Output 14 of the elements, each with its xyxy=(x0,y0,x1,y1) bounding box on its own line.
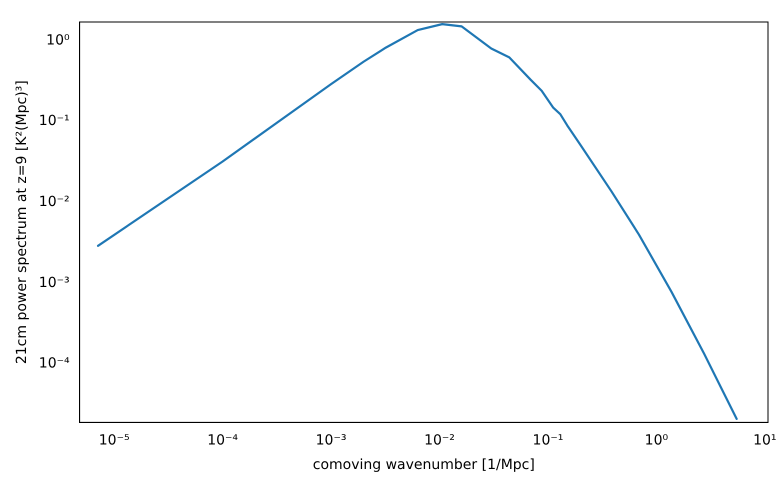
x-tick-label: 10⁻⁵ xyxy=(98,432,130,448)
x-tick-label: 10¹ xyxy=(753,432,777,448)
y-tick-label: 10⁻² xyxy=(38,194,70,210)
y-tick-label: 10⁻³ xyxy=(38,274,70,291)
x-tick-label: 10⁻¹ xyxy=(532,432,564,448)
x-axis-title: comoving wavenumber [1/Mpc] xyxy=(312,457,535,474)
y-axis-title: 21cm power spectrum at z=9 [K²(Mpc)³] xyxy=(14,80,30,364)
x-tick-label: 10⁻³ xyxy=(316,432,346,448)
y-tick-label: 10⁻⁴ xyxy=(38,356,70,372)
x-tick-label: 10⁻⁴ xyxy=(207,432,238,448)
x-tick-label: 10⁻² xyxy=(424,432,455,448)
y-tick-label: 10⁻¹ xyxy=(38,113,70,130)
x-tick-label: 10⁰ xyxy=(644,432,668,448)
y-tick-label: 10⁰ xyxy=(46,32,70,48)
